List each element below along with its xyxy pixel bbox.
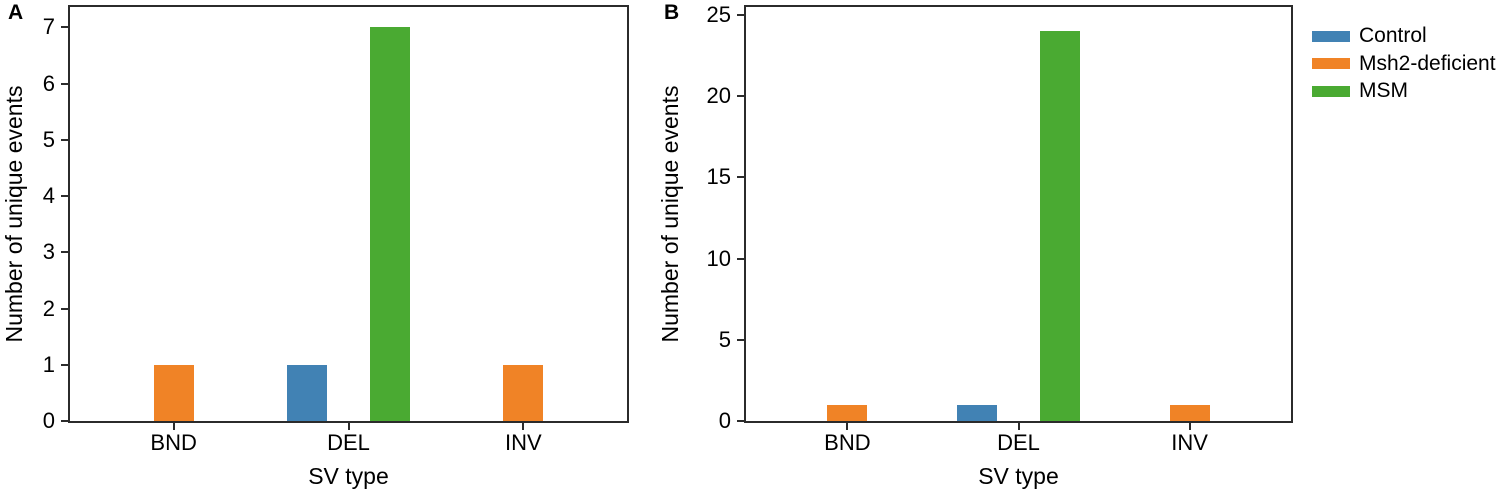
y-tick (61, 420, 68, 422)
bar-msm-del (370, 27, 410, 421)
plot-area (744, 5, 1293, 423)
y-tick-label: 0 (42, 408, 55, 433)
y-tick (737, 95, 744, 97)
y-tick (61, 307, 68, 310)
y-tick (61, 195, 68, 198)
legend-swatch (1312, 85, 1350, 97)
legend-item: MSM (1312, 79, 1408, 103)
bar-msh2-deficient-bnd (827, 405, 867, 421)
legend-item: Msh2-deficient (1312, 52, 1496, 76)
bar-control-del (287, 365, 327, 421)
y-tick-label: 5 (718, 326, 731, 352)
y-tick (737, 420, 744, 422)
x-tick (347, 423, 350, 430)
x-tick (172, 423, 175, 430)
y-tick-label: 5 (42, 126, 55, 152)
y-tick (737, 13, 744, 16)
y-tick (737, 176, 744, 179)
x-axis-label: SV type (308, 463, 389, 489)
y-tick-label: 6 (42, 70, 55, 96)
y-tick (61, 138, 68, 141)
y-tick-label: 10 (706, 245, 731, 271)
y-tick-label: 0 (718, 408, 731, 433)
y-tick-label: 2 (42, 295, 55, 321)
x-tick-label: BND (824, 430, 871, 455)
x-tick-label: INV (1171, 430, 1208, 455)
legend-label: Control (1359, 24, 1427, 47)
plot-area (68, 5, 629, 423)
legend-swatch (1312, 58, 1350, 69)
bar-msm-del (1040, 31, 1080, 421)
x-tick-label: DEL (997, 430, 1040, 455)
legend-label: Msh2-deficient (1359, 51, 1496, 75)
bar-control-del (957, 405, 997, 421)
y-tick (61, 26, 68, 29)
x-tick (1017, 423, 1020, 430)
y-tick-label: 3 (42, 239, 55, 265)
y-tick-label: 15 (706, 164, 731, 190)
y-tick (737, 257, 744, 260)
y-tick-label: 25 (706, 1, 731, 27)
y-tick-label: 4 (42, 183, 55, 209)
panel-letter: A (8, 1, 24, 24)
bar-msh2-deficient-inv (503, 365, 543, 421)
x-tick-label: INV (505, 430, 542, 455)
y-tick-label: 7 (42, 14, 55, 40)
y-tick-label: 1 (42, 351, 55, 377)
y-tick (61, 251, 68, 254)
x-axis-label: SV type (978, 463, 1059, 489)
y-tick-label: 20 (706, 83, 731, 108)
bar-msh2-deficient-bnd (154, 365, 194, 421)
legend-label: MSM (1359, 79, 1408, 102)
y-tick (61, 82, 68, 85)
y-axis-label: Number of unique events (657, 85, 683, 343)
y-axis-label: Number of unique events (1, 85, 27, 343)
panel-letter: B (664, 1, 680, 24)
x-tick-label: BND (150, 430, 197, 455)
x-tick-label: DEL (327, 430, 370, 455)
legend-item: Control (1312, 24, 1427, 48)
x-tick (1188, 423, 1191, 430)
bar-msh2-deficient-inv (1170, 405, 1210, 421)
x-tick (846, 423, 849, 430)
y-tick (737, 338, 744, 341)
x-tick (522, 423, 525, 430)
y-tick (61, 363, 68, 366)
legend-swatch (1312, 30, 1350, 42)
